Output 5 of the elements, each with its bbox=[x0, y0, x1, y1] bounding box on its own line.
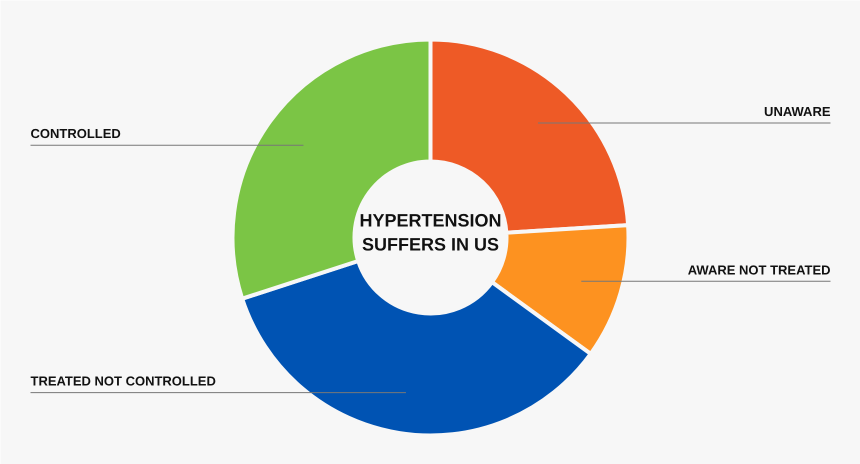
slice-label: UNAWARE bbox=[764, 104, 831, 120]
text: HYPERTENSION SUFFERS IN US bbox=[359, 210, 502, 254]
slice-label: CONTROLLED bbox=[30, 126, 121, 142]
slice-label: TREATED NOT CONTROLLED bbox=[30, 374, 216, 389]
slice-label: AWARE NOT TREATED bbox=[688, 262, 831, 278]
